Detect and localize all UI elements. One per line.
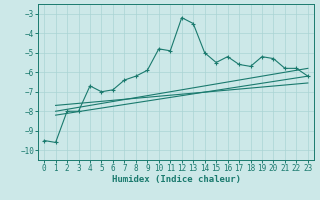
- X-axis label: Humidex (Indice chaleur): Humidex (Indice chaleur): [111, 175, 241, 184]
